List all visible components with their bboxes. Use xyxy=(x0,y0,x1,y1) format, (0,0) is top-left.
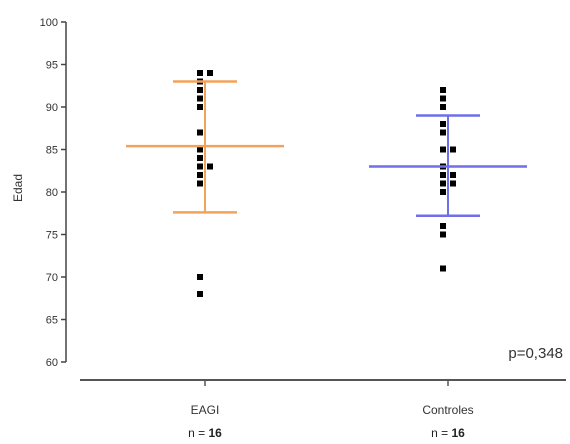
y-tick-label: 75 xyxy=(46,230,58,242)
n-value: 16 xyxy=(452,426,466,440)
y-tick-label: 60 xyxy=(46,357,58,369)
data-point xyxy=(197,70,203,76)
n-prefix: n = xyxy=(431,426,451,440)
data-point xyxy=(197,104,203,110)
data-point xyxy=(440,189,446,195)
data-point xyxy=(440,121,446,127)
data-point xyxy=(197,291,203,297)
data-point xyxy=(440,231,446,238)
data-point xyxy=(440,265,446,272)
data-point xyxy=(450,180,456,187)
data-point xyxy=(450,172,456,178)
x-category-label: Controles xyxy=(422,403,473,417)
n-count-label: n = 16 xyxy=(431,426,465,440)
data-point xyxy=(440,95,446,102)
n-count-label: n = 16 xyxy=(188,426,222,440)
data-point xyxy=(197,163,203,170)
data-point xyxy=(207,163,213,170)
y-axis: 60 65 70 75 80 85 90 95 100 xyxy=(40,17,67,369)
data-point xyxy=(197,95,203,102)
data-point xyxy=(440,104,446,110)
series-layer xyxy=(126,70,527,297)
data-point xyxy=(197,129,203,136)
x-category-label: EAGI xyxy=(191,403,220,417)
data-point xyxy=(440,129,446,136)
data-point xyxy=(197,155,203,161)
y-tick-label: 65 xyxy=(46,315,58,327)
data-point xyxy=(440,223,446,229)
y-axis-title: Edad xyxy=(11,174,25,202)
data-point xyxy=(440,172,446,178)
series-eagi xyxy=(126,70,284,297)
series-controles xyxy=(369,87,527,272)
y-tick-label: 95 xyxy=(46,60,58,72)
data-point xyxy=(440,87,446,93)
y-tick-label: 70 xyxy=(46,272,58,284)
data-point xyxy=(207,70,213,76)
data-point xyxy=(440,146,446,153)
y-tick-label: 100 xyxy=(40,17,58,29)
n-prefix: n = xyxy=(188,426,208,440)
y-tick-label: 80 xyxy=(46,187,58,199)
data-point xyxy=(197,180,203,187)
y-tick-label: 90 xyxy=(46,102,58,114)
data-point xyxy=(197,146,203,153)
data-point xyxy=(197,172,203,178)
y-tick-label: 85 xyxy=(46,145,58,157)
data-point xyxy=(197,87,203,93)
x-axis: EAGI n = 16 Controles n = 16 xyxy=(80,379,566,440)
data-point xyxy=(440,180,446,187)
n-value: 16 xyxy=(209,426,223,440)
data-point xyxy=(450,146,456,153)
data-point xyxy=(197,274,203,280)
p-value-annotation: p=0,348 xyxy=(508,345,563,362)
